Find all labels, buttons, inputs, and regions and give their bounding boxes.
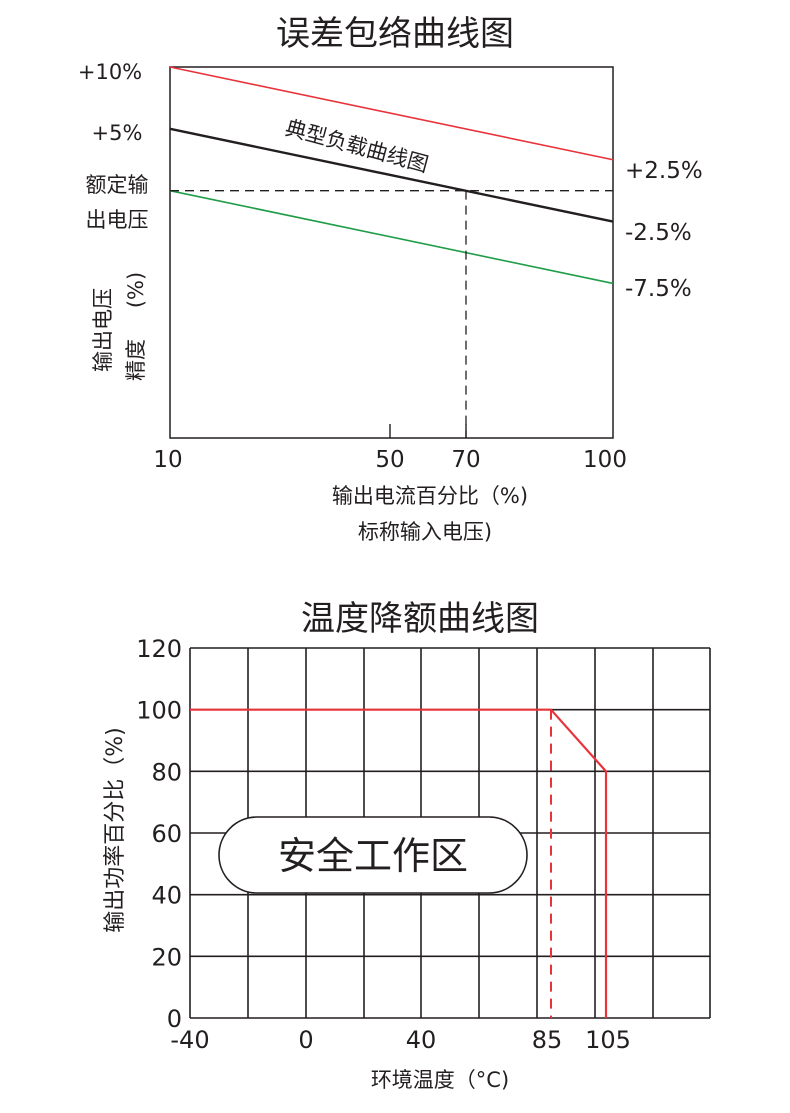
derating-title: 温度降额曲线图 (301, 599, 539, 639)
derating-x-axis-title: 环境温度（°C) (371, 1068, 509, 1092)
error-series-line-1 (169, 127, 614, 223)
derating-y-axis-title: 输出功率百分比（%) (103, 727, 128, 933)
x-tick-label-40: 40 (406, 1026, 437, 1054)
error-envelope-title: 误差包络曲线图 (276, 14, 514, 54)
x-axis-title-line1: 输出电流百分比（%) (332, 484, 528, 508)
reference-lines (170, 190, 613, 438)
y-tick-label-120: 120 (136, 635, 182, 663)
y-tick-label-80: 80 (151, 758, 182, 786)
right-label-plus2p5: +2.5% (625, 158, 703, 184)
error-x-ticks (389, 424, 467, 438)
y-label-plus5: +5% (92, 121, 143, 145)
error-series-group (169, 66, 614, 285)
y-label-plus10: +10% (78, 60, 142, 84)
derating-curve-0 (190, 708, 608, 1018)
y-tick-label-60: 60 (151, 820, 182, 848)
derating-x-tick-labels: -40 0 40 85 105 (170, 1026, 631, 1054)
y-tick-label-40: 40 (151, 882, 182, 910)
x-tick-label-85: 85 (532, 1026, 563, 1054)
y-axis-title-line1: 输出电压 (91, 288, 115, 372)
x-axis-title-line2: 标称输入电压) (358, 520, 492, 544)
x-tick-label-0: 0 (298, 1026, 313, 1054)
x-tick-label-100: 100 (583, 447, 627, 473)
error-series-line-0 (169, 66, 614, 161)
right-label-minus7p5: -7.5% (625, 276, 692, 302)
error-envelope-chart: 误差包络曲线图 +10% +5% 额定输 出电压 输出电压 (%) 精度 +2.… (78, 14, 703, 544)
right-label-minus2p5: -2.5% (625, 220, 692, 246)
x-tick-label-50: 50 (375, 447, 404, 473)
y-axis-title-line2: 精度 (124, 339, 148, 381)
error-plot-frame (169, 66, 614, 439)
rated-voltage-label-line1: 额定输 (86, 173, 149, 197)
y-axis-title-unit: (%) (124, 272, 148, 308)
x-tick-label-105: 105 (585, 1026, 631, 1054)
y-tick-label-100: 100 (136, 697, 182, 725)
y-tick-label-0: 0 (167, 1005, 182, 1033)
rated-voltage-label-line2: 出电压 (86, 208, 149, 232)
x-tick-label--40: -40 (170, 1026, 209, 1054)
safe-zone-label: 安全工作区 (278, 834, 468, 878)
safe-zone-box (218, 816, 528, 894)
derating-series-group (190, 708, 608, 1018)
derating-y-tick-labels: 0 20 40 60 80 100 120 (136, 635, 182, 1033)
x-tick-label-10: 10 (153, 447, 182, 473)
error-series-line-2 (169, 189, 614, 285)
x-tick-label-70: 70 (451, 447, 480, 473)
y-tick-label-20: 20 (151, 943, 182, 971)
